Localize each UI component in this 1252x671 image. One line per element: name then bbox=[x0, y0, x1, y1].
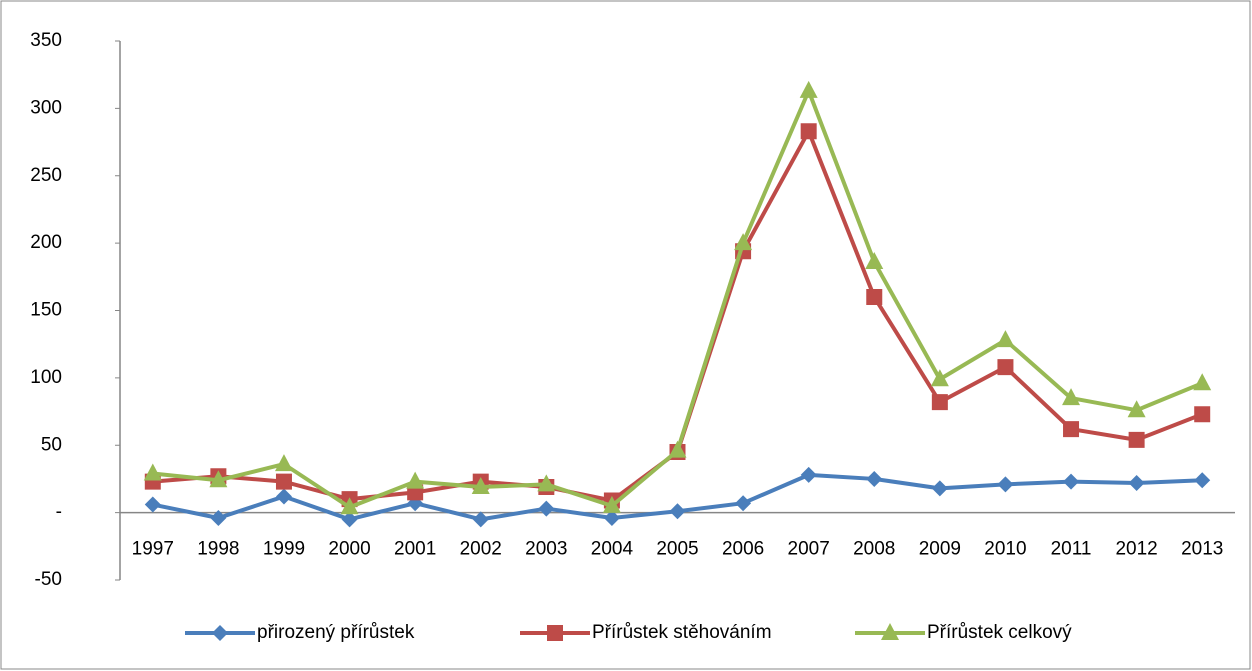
data-point bbox=[274, 454, 293, 472]
x-tick-label: 2003 bbox=[525, 539, 567, 560]
data-point bbox=[799, 80, 818, 98]
x-tick-label: 2011 bbox=[1051, 539, 1092, 560]
data-point bbox=[669, 503, 686, 520]
data-point bbox=[1063, 421, 1080, 438]
x-tick-label: 2010 bbox=[984, 539, 1026, 560]
data-point bbox=[1194, 406, 1211, 423]
x-tick-label: 2006 bbox=[722, 539, 764, 560]
legend-marker bbox=[212, 625, 228, 641]
legend-label: přirozený přírůstek bbox=[257, 622, 415, 643]
data-point bbox=[931, 394, 948, 411]
x-tick-label: 2004 bbox=[591, 539, 634, 560]
data-point bbox=[930, 369, 949, 387]
data-point bbox=[602, 495, 621, 513]
data-point bbox=[1194, 472, 1211, 489]
y-tick-label: - bbox=[56, 502, 62, 523]
data-point bbox=[1193, 373, 1212, 391]
y-tick-label: 250 bbox=[30, 165, 62, 186]
data-point bbox=[800, 123, 817, 140]
data-point bbox=[603, 510, 620, 527]
y-tick-label: 50 bbox=[41, 434, 62, 455]
legend-label: Přírůstek celkový bbox=[927, 622, 1072, 643]
data-point bbox=[735, 495, 752, 512]
x-tick-label: 2008 bbox=[853, 539, 895, 560]
data-point bbox=[210, 510, 227, 527]
data-point bbox=[144, 496, 161, 513]
x-tick-label: 2013 bbox=[1181, 539, 1223, 560]
y-tick-label: 300 bbox=[30, 97, 62, 118]
x-tick-label: 2012 bbox=[1115, 539, 1157, 560]
data-point bbox=[865, 251, 884, 269]
y-tick-label: -50 bbox=[35, 569, 62, 590]
data-point bbox=[275, 473, 292, 490]
data-point bbox=[800, 466, 817, 483]
legend-marker bbox=[547, 625, 563, 641]
legend-marker bbox=[881, 623, 899, 640]
data-point bbox=[143, 463, 162, 481]
data-point bbox=[997, 476, 1014, 493]
data-point bbox=[472, 511, 489, 528]
x-tick-label: 2001 bbox=[394, 539, 436, 560]
x-tick-label: 1997 bbox=[132, 539, 174, 560]
x-tick-label: 2007 bbox=[788, 539, 830, 560]
data-point bbox=[275, 488, 292, 505]
data-point bbox=[538, 500, 555, 517]
x-tick-label: 2005 bbox=[656, 539, 698, 560]
y-tick-label: 100 bbox=[30, 367, 62, 388]
y-tick-label: 350 bbox=[30, 30, 62, 51]
data-point bbox=[1062, 388, 1081, 406]
x-tick-label: 2009 bbox=[919, 539, 961, 560]
data-point bbox=[996, 330, 1015, 348]
data-point bbox=[406, 471, 425, 489]
data-point bbox=[1063, 473, 1080, 490]
data-point bbox=[1127, 400, 1146, 418]
data-point bbox=[734, 233, 753, 251]
x-tick-label: 1999 bbox=[263, 539, 305, 560]
data-point bbox=[341, 511, 358, 528]
y-tick-label: 150 bbox=[30, 300, 62, 321]
data-point bbox=[1128, 474, 1145, 491]
data-point bbox=[931, 480, 948, 497]
y-tick-label: 200 bbox=[30, 232, 62, 253]
data-point bbox=[866, 470, 883, 487]
data-point bbox=[997, 359, 1014, 376]
data-point bbox=[668, 440, 687, 458]
x-tick-label: 2000 bbox=[328, 539, 370, 560]
x-tick-label: 2002 bbox=[460, 539, 502, 560]
data-point bbox=[1128, 431, 1145, 448]
data-point bbox=[866, 289, 883, 306]
legend-label: Přírůstek stěhováním bbox=[592, 622, 772, 643]
x-tick-label: 1998 bbox=[197, 539, 239, 560]
data-point bbox=[537, 474, 556, 492]
data-point bbox=[340, 497, 359, 515]
data-point bbox=[471, 477, 490, 495]
data-point bbox=[209, 470, 228, 488]
